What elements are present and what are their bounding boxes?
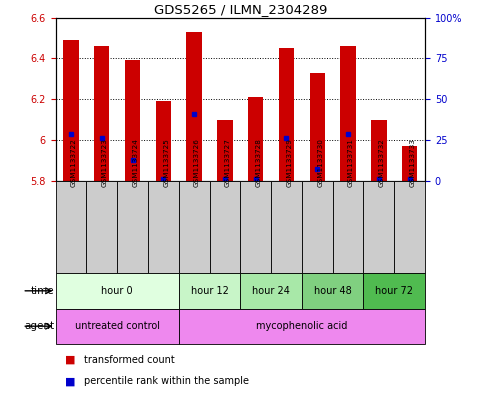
Text: GSM1133732: GSM1133732 xyxy=(379,138,385,187)
Text: GSM1133731: GSM1133731 xyxy=(348,138,354,187)
Bar xyxy=(86,181,117,273)
Bar xyxy=(248,97,263,181)
Text: hour 24: hour 24 xyxy=(252,286,290,296)
Text: GSM1133724: GSM1133724 xyxy=(132,138,139,187)
Bar xyxy=(241,273,302,309)
Text: transformed count: transformed count xyxy=(84,354,174,365)
Bar xyxy=(310,73,325,181)
Bar xyxy=(56,309,179,344)
Text: GSM1133725: GSM1133725 xyxy=(163,138,170,187)
Text: GSM1133729: GSM1133729 xyxy=(286,138,293,187)
Bar xyxy=(179,309,425,344)
Bar xyxy=(94,46,110,181)
Bar xyxy=(156,101,171,181)
Text: GSM1133723: GSM1133723 xyxy=(102,138,108,187)
Text: GSM1133726: GSM1133726 xyxy=(194,138,200,187)
Text: hour 0: hour 0 xyxy=(101,286,133,296)
Bar xyxy=(271,181,302,273)
Bar xyxy=(179,181,210,273)
Text: time: time xyxy=(31,286,55,296)
Bar xyxy=(125,61,140,181)
Text: ■: ■ xyxy=(65,376,76,386)
Bar xyxy=(241,181,271,273)
Bar xyxy=(210,181,241,273)
Bar xyxy=(56,181,86,273)
Text: GSM1133733: GSM1133733 xyxy=(410,138,416,187)
Bar xyxy=(394,181,425,273)
Bar xyxy=(279,48,294,181)
Bar xyxy=(186,32,202,181)
Text: hour 48: hour 48 xyxy=(314,286,352,296)
Text: GSM1133728: GSM1133728 xyxy=(256,138,262,187)
Text: ■: ■ xyxy=(65,354,76,365)
Text: untreated control: untreated control xyxy=(75,321,159,331)
Bar xyxy=(217,119,233,181)
Bar xyxy=(117,181,148,273)
Title: GDS5265 / ILMN_2304289: GDS5265 / ILMN_2304289 xyxy=(154,4,327,17)
Bar xyxy=(179,273,241,309)
Text: mycophenolic acid: mycophenolic acid xyxy=(256,321,348,331)
Text: GSM1133722: GSM1133722 xyxy=(71,138,77,187)
Bar xyxy=(148,181,179,273)
Text: GSM1133727: GSM1133727 xyxy=(225,138,231,187)
Text: percentile rank within the sample: percentile rank within the sample xyxy=(84,376,249,386)
Bar xyxy=(364,273,425,309)
Bar xyxy=(402,146,417,181)
Text: GSM1133730: GSM1133730 xyxy=(317,138,323,187)
Bar xyxy=(371,119,386,181)
Bar xyxy=(364,181,394,273)
Bar xyxy=(56,273,179,309)
Bar xyxy=(333,181,364,273)
Bar xyxy=(302,181,333,273)
Text: hour 72: hour 72 xyxy=(375,286,413,296)
Bar xyxy=(341,46,356,181)
Text: agent: agent xyxy=(25,321,55,331)
Bar xyxy=(302,273,364,309)
Bar xyxy=(63,40,79,181)
Text: hour 12: hour 12 xyxy=(191,286,228,296)
